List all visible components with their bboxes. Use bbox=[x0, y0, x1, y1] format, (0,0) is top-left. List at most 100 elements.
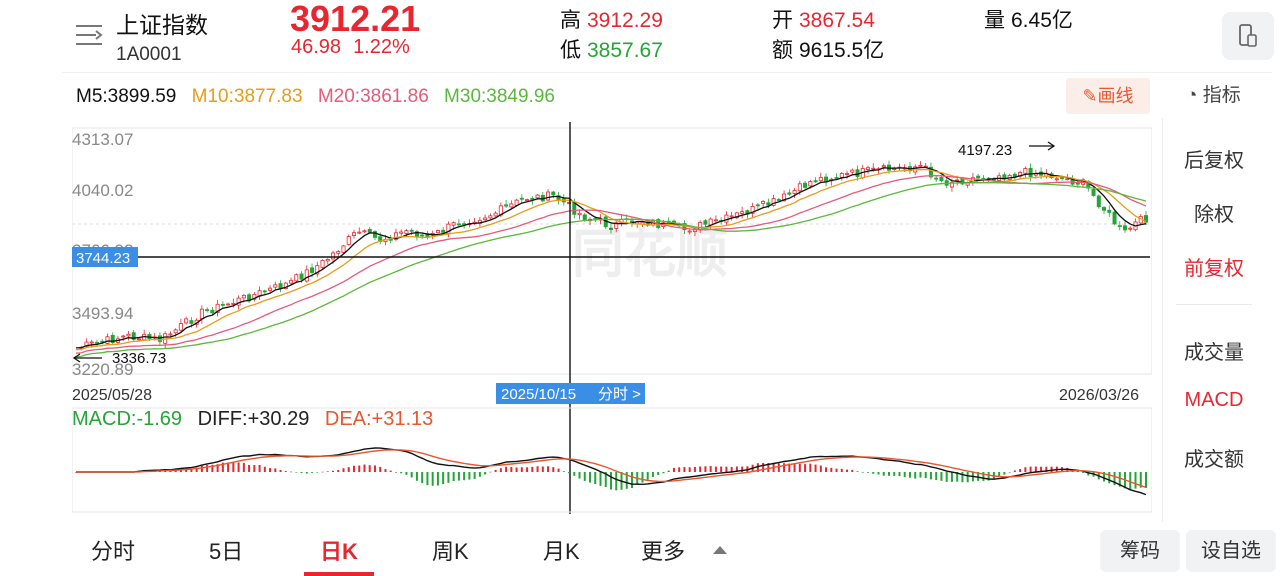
fenshi-link[interactable]: 分时 > bbox=[598, 386, 641, 403]
macd-bar bbox=[893, 472, 896, 476]
candle-body bbox=[393, 232, 398, 240]
macd-bar bbox=[998, 472, 1001, 477]
dea-line bbox=[76, 449, 1147, 489]
active-tab-indicator bbox=[304, 572, 374, 576]
side-item-volume[interactable]: 成交量 bbox=[1184, 342, 1244, 364]
macd-bar bbox=[914, 472, 917, 479]
candle-body bbox=[530, 197, 535, 201]
macd-bar bbox=[793, 463, 796, 472]
macd-bar bbox=[1066, 467, 1069, 472]
macd-bar bbox=[216, 464, 219, 472]
draw-line-button[interactable]: ✎画线 bbox=[1066, 78, 1150, 114]
macd-bar bbox=[662, 472, 665, 474]
macd-bar bbox=[919, 472, 922, 478]
macd-bar bbox=[295, 472, 298, 473]
macd-bar bbox=[489, 471, 492, 473]
macd-bar bbox=[1034, 466, 1037, 472]
macd-bar bbox=[783, 463, 786, 472]
tab-intraday[interactable]: 分时 bbox=[91, 539, 136, 564]
tab-more[interactable]: 更多 bbox=[641, 539, 686, 564]
macd-bar bbox=[678, 467, 681, 472]
candle-body bbox=[750, 206, 755, 214]
kline-chart-area[interactable]: 同花顺 4313.07 4040.02 3766.98 3493.94 3220… bbox=[71, 122, 1153, 522]
crosshair-price: 3744.23 bbox=[76, 250, 130, 267]
macd-bar bbox=[358, 465, 361, 472]
chips-button[interactable]: 筹码 bbox=[1100, 530, 1180, 572]
open-stat: 开 3867.54 bbox=[772, 4, 875, 34]
candle-body bbox=[488, 215, 493, 219]
crosshair-price-tag bbox=[72, 247, 138, 267]
macd-bar bbox=[515, 467, 518, 472]
candle-body bbox=[236, 297, 241, 306]
change-pct: 1.22% bbox=[353, 36, 410, 58]
side-item-macd[interactable]: MACD bbox=[1184, 389, 1244, 411]
candle-body bbox=[818, 177, 823, 182]
side-item-ex-rights[interactable]: 除权 bbox=[1194, 204, 1234, 226]
side-item-forward-adjust[interactable]: 前复权 bbox=[1184, 258, 1244, 280]
caret-up-icon[interactable] bbox=[713, 546, 727, 554]
side-item-turnover[interactable]: 成交额 bbox=[1184, 449, 1244, 471]
candle-body bbox=[315, 265, 320, 275]
candle-body bbox=[341, 245, 346, 253]
candle-body bbox=[215, 303, 220, 313]
macd-bar bbox=[190, 468, 193, 472]
candle-body bbox=[283, 282, 288, 290]
tab-monthly-k[interactable]: 月K bbox=[543, 539, 580, 564]
macd-bar bbox=[840, 468, 843, 472]
candle-body bbox=[787, 192, 792, 195]
macd-bar bbox=[767, 463, 770, 472]
macd-bar bbox=[547, 466, 550, 472]
candle-body bbox=[808, 181, 813, 187]
macd-bar bbox=[1139, 472, 1142, 488]
ma10-line bbox=[75, 168, 1147, 351]
ma30-value: M30:3849.96 bbox=[444, 86, 555, 107]
side-item-back-adjust[interactable]: 后复权 bbox=[1184, 150, 1244, 172]
candle-body bbox=[761, 201, 766, 204]
indicator-button[interactable]: ◔ 指标 bbox=[1186, 80, 1241, 107]
kline-chart[interactable]: 同花顺 4313.07 4040.02 3766.98 3493.94 3220… bbox=[71, 122, 1153, 522]
macd-bar bbox=[384, 469, 387, 472]
crosshair-date-tag bbox=[496, 383, 645, 404]
macd-bar bbox=[814, 464, 817, 472]
candle-body bbox=[325, 258, 330, 262]
candle-body bbox=[89, 341, 94, 344]
candle-body bbox=[126, 333, 131, 337]
macd-bar bbox=[704, 466, 707, 472]
macd-bar bbox=[1145, 472, 1147, 488]
volume-value: 6.45亿 bbox=[1011, 9, 1073, 32]
candle-body bbox=[94, 341, 99, 344]
candle-body bbox=[1128, 227, 1133, 230]
macd-bar bbox=[185, 468, 188, 472]
macd-bar bbox=[499, 468, 502, 472]
macd-bar bbox=[316, 472, 319, 473]
menu-icon[interactable] bbox=[74, 22, 106, 50]
macd-bar bbox=[1076, 471, 1079, 472]
candle-body bbox=[1012, 173, 1017, 177]
candle-body bbox=[918, 164, 923, 167]
candle-body bbox=[346, 236, 351, 245]
crosshair-date: 2025/10/15 bbox=[501, 386, 576, 403]
gauge-icon: ◔ bbox=[1186, 85, 1198, 106]
macd-bar bbox=[714, 466, 717, 472]
tab-daily-k[interactable]: 日K bbox=[320, 539, 358, 564]
candle-body bbox=[268, 287, 273, 291]
macd-bar bbox=[651, 472, 654, 477]
volume-stat: 量 6.45亿 bbox=[984, 4, 1073, 34]
candle-body bbox=[110, 335, 115, 344]
candle-body bbox=[262, 290, 267, 293]
macd-bar bbox=[1050, 466, 1053, 472]
tab-5day[interactable]: 5日 bbox=[209, 539, 244, 564]
candle-body bbox=[157, 335, 162, 342]
ma20-line bbox=[75, 175, 1147, 354]
macd-bar bbox=[431, 472, 434, 486]
candle-body bbox=[404, 230, 409, 234]
tab-weekly-k[interactable]: 周K bbox=[432, 539, 469, 564]
macd-bar bbox=[389, 470, 392, 472]
candle-body bbox=[703, 220, 708, 225]
landscape-toggle-button[interactable] bbox=[1222, 12, 1274, 60]
add-watchlist-button[interactable]: 设自选 bbox=[1186, 530, 1276, 572]
current-price: 3912.21 bbox=[290, 0, 421, 39]
stock-code: 1A0001 bbox=[116, 44, 182, 65]
pencil-icon: ✎ bbox=[1082, 86, 1098, 106]
macd-bar bbox=[672, 467, 675, 472]
